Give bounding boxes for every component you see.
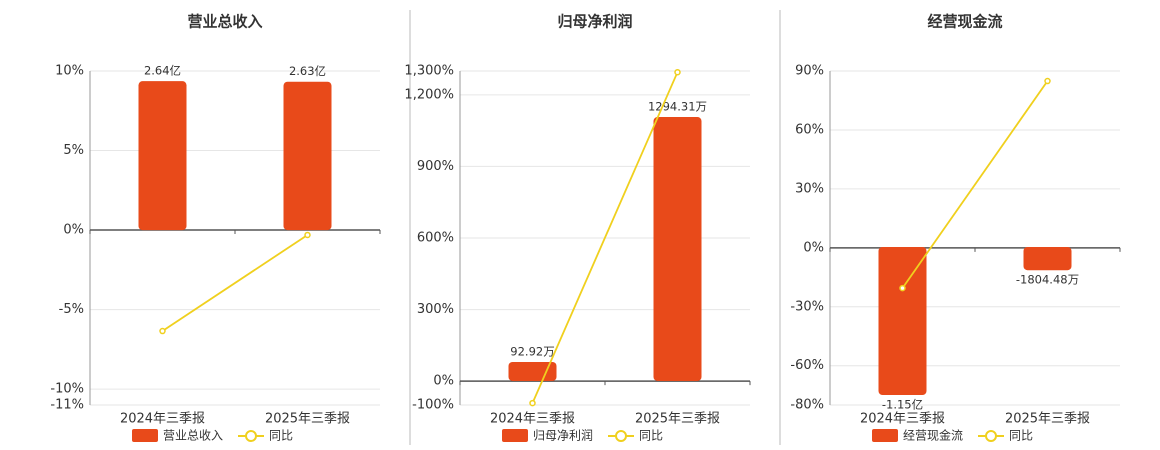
chart-title: 经营现金流 <box>927 13 1002 31</box>
y-tick-label: 0% <box>433 374 454 389</box>
legend-label: 归母净利润 <box>533 429 593 443</box>
y-tick-label: 1,300% <box>404 64 454 79</box>
y-tick-label: -80% <box>790 398 824 413</box>
legend-marker <box>615 430 627 442</box>
y-tick-label: 60% <box>795 122 824 137</box>
legend-label: 同比 <box>1009 429 1033 443</box>
line-point <box>304 231 311 239</box>
line-point <box>529 399 536 407</box>
x-tick-label: 2024年三季报 <box>120 412 205 427</box>
line-point <box>899 284 906 292</box>
y-tick-label: 300% <box>417 302 454 317</box>
legend-marker <box>985 430 997 442</box>
y-tick-label: -10% <box>50 382 84 397</box>
y-tick-label: -11% <box>50 398 84 413</box>
legend-swatch <box>872 429 898 442</box>
line <box>531 71 679 404</box>
legend-marker <box>245 430 257 442</box>
x-tick-label: 2025年三季报 <box>1005 412 1090 427</box>
y-tick-label: 90% <box>795 64 824 79</box>
chart-title: 归母净利润 <box>557 13 632 31</box>
y-tick-label: -5% <box>59 302 84 317</box>
line <box>162 234 308 332</box>
y-tick-label: -100% <box>412 398 454 413</box>
bar <box>283 81 332 231</box>
value-label: 1294.31万 <box>648 100 707 114</box>
chart-title: 营业总收入 <box>187 13 262 31</box>
legend-swatch <box>132 429 158 442</box>
x-tick-label: 2024年三季报 <box>490 412 575 427</box>
legend-label: 同比 <box>269 429 293 443</box>
y-tick-label: 30% <box>795 181 824 196</box>
value-label: 2.64亿 <box>144 64 181 78</box>
y-tick-label: 10% <box>55 64 84 79</box>
y-tick-label: 1,200% <box>404 87 454 102</box>
bar <box>878 246 927 396</box>
legend-label: 营业总收入 <box>163 429 223 443</box>
y-tick-label: 900% <box>417 159 454 174</box>
line-point <box>159 327 166 335</box>
x-tick-label: 2024年三季报 <box>860 412 945 427</box>
x-tick-label: 2025年三季报 <box>265 412 350 427</box>
y-tick-label: -30% <box>790 299 824 314</box>
legend-swatch <box>502 429 528 442</box>
bar <box>138 81 187 231</box>
bar <box>1023 246 1072 271</box>
y-tick-label: 600% <box>417 231 454 246</box>
line-point <box>674 68 681 76</box>
bar <box>653 117 702 381</box>
line-point <box>1044 77 1051 85</box>
value-label: 2.63亿 <box>289 64 326 78</box>
y-tick-label: 0% <box>803 240 824 255</box>
y-tick-label: 0% <box>63 223 84 238</box>
y-tick-label: 5% <box>63 143 84 158</box>
value-label: -1804.48万 <box>1016 273 1079 287</box>
legend-label: 经营现金流 <box>903 428 963 443</box>
line <box>901 80 1049 289</box>
y-tick-label: -60% <box>790 358 824 373</box>
value-label: -1.15亿 <box>882 398 923 412</box>
value-label: 92.92万 <box>510 344 554 358</box>
legend-label: 同比 <box>639 429 663 443</box>
x-tick-label: 2025年三季报 <box>635 412 720 427</box>
